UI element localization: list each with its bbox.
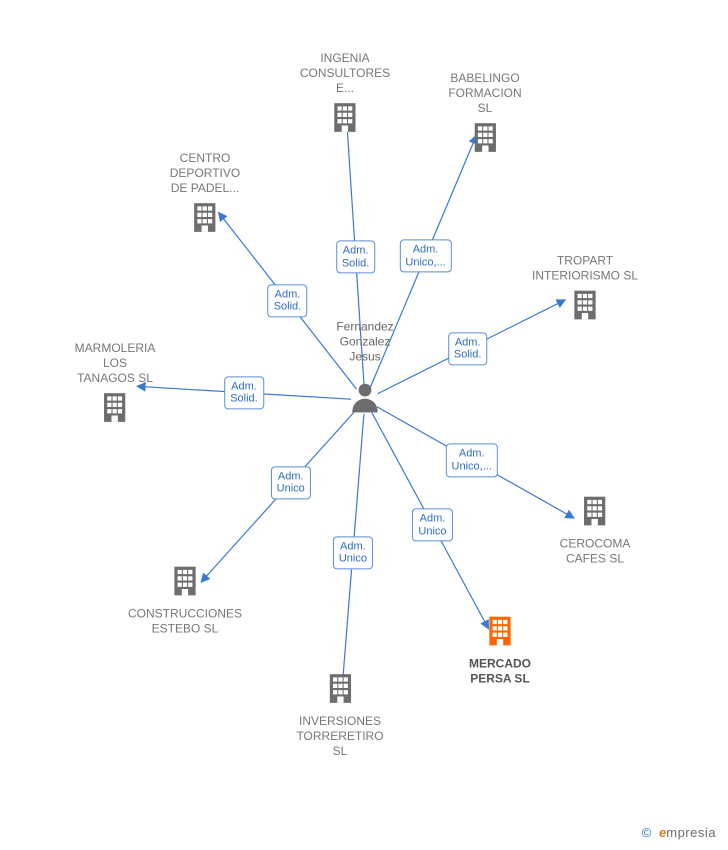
company-node[interactable]: CENTRO DEPORTIVO DE PADEL... [170,151,240,239]
company-node[interactable]: BABELINGO FORMACION SL [448,71,521,159]
building-icon [560,494,631,533]
edge-label: Adm. Unico [271,466,311,499]
company-node[interactable]: CEROCOMA CAFES SL [560,494,631,567]
company-label: CEROCOMA CAFES SL [560,537,631,567]
brand-rest: mpresia [666,825,716,840]
building-icon [448,120,521,159]
center-person-node[interactable] [348,381,382,420]
footer-attribution: © empresia [642,825,716,840]
company-label: INGENIA CONSULTORES E... [300,51,390,96]
copyright-symbol: © [642,825,652,840]
company-label: INVERSIONES TORRERETIRO SL [296,714,383,759]
center-person-label: Fernandez Gonzalez Jesus [336,320,393,365]
company-label: TROPART INTERIORISMO SL [532,254,638,284]
edge-label: Adm. Solid. [224,376,264,409]
company-label: BABELINGO FORMACION SL [448,71,521,116]
company-label: MARMOLERIA LOS TANAGOS SL [75,341,156,386]
edge-label: Adm. Unico,... [399,240,451,273]
network-diagram: Adm. Solid. Adm. Unico,... Adm. Solid. Adm.… [0,0,728,850]
edge-label: Adm. Solid. [268,284,308,317]
company-label: MERCADO PERSA SL [469,657,531,687]
edge-label: Adm. Solid. [336,240,376,273]
company-node[interactable]: CONSTRUCCIONES ESTEBO SL [128,564,242,637]
building-icon [532,288,638,327]
company-node[interactable]: TROPART INTERIORISMO SL [532,254,638,327]
company-node[interactable]: MARMOLERIA LOS TANAGOS SL [75,341,156,429]
person-icon [348,381,382,420]
company-label: CENTRO DEPORTIVO DE PADEL... [170,151,240,196]
building-icon [75,390,156,429]
edge-label: Adm. Unico [412,508,452,541]
edges-layer [0,0,728,850]
company-node[interactable]: INVERSIONES TORRERETIRO SL [296,671,383,759]
edge-label: Adm. Solid. [448,332,488,365]
building-icon [128,564,242,603]
edge-label: Adm. Unico,... [446,444,498,477]
company-node[interactable]: MERCADO PERSA SL [469,614,531,687]
building-icon [170,200,240,239]
company-node[interactable]: INGENIA CONSULTORES E... [300,51,390,139]
building-icon [469,614,531,653]
company-label: CONSTRUCCIONES ESTEBO SL [128,607,242,637]
building-icon [300,100,390,139]
building-icon [296,671,383,710]
edge-label: Adm. Unico [333,536,373,569]
